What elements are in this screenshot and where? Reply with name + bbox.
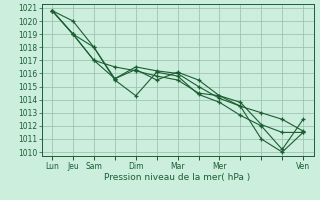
X-axis label: Pression niveau de la mer( hPa ): Pression niveau de la mer( hPa ) <box>104 173 251 182</box>
